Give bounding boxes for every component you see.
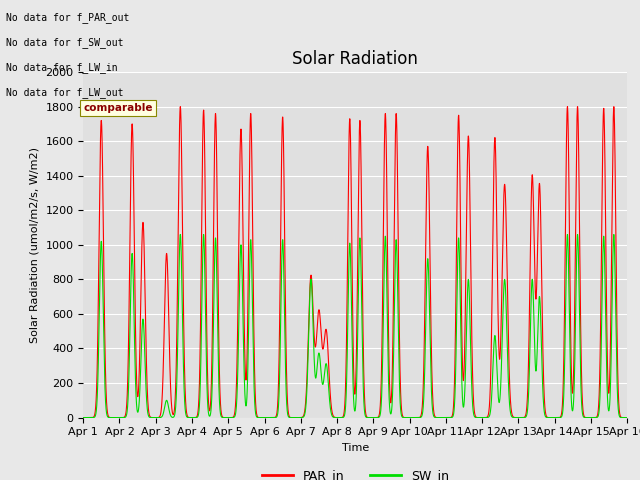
Legend: PAR_in, SW_in: PAR_in, SW_in [257, 464, 454, 480]
Y-axis label: Solar Radiation (umol/m2/s, W/m2): Solar Radiation (umol/m2/s, W/m2) [30, 147, 40, 343]
Title: Solar Radiation: Solar Radiation [292, 49, 418, 68]
Text: No data for f_SW_out: No data for f_SW_out [6, 37, 124, 48]
Text: No data for f_PAR_out: No data for f_PAR_out [6, 12, 130, 23]
Text: No data for f_LW_out: No data for f_LW_out [6, 87, 124, 98]
Text: No data for f_LW_in: No data for f_LW_in [6, 62, 118, 73]
Text: comparable: comparable [83, 103, 153, 113]
X-axis label: Time: Time [342, 443, 369, 453]
